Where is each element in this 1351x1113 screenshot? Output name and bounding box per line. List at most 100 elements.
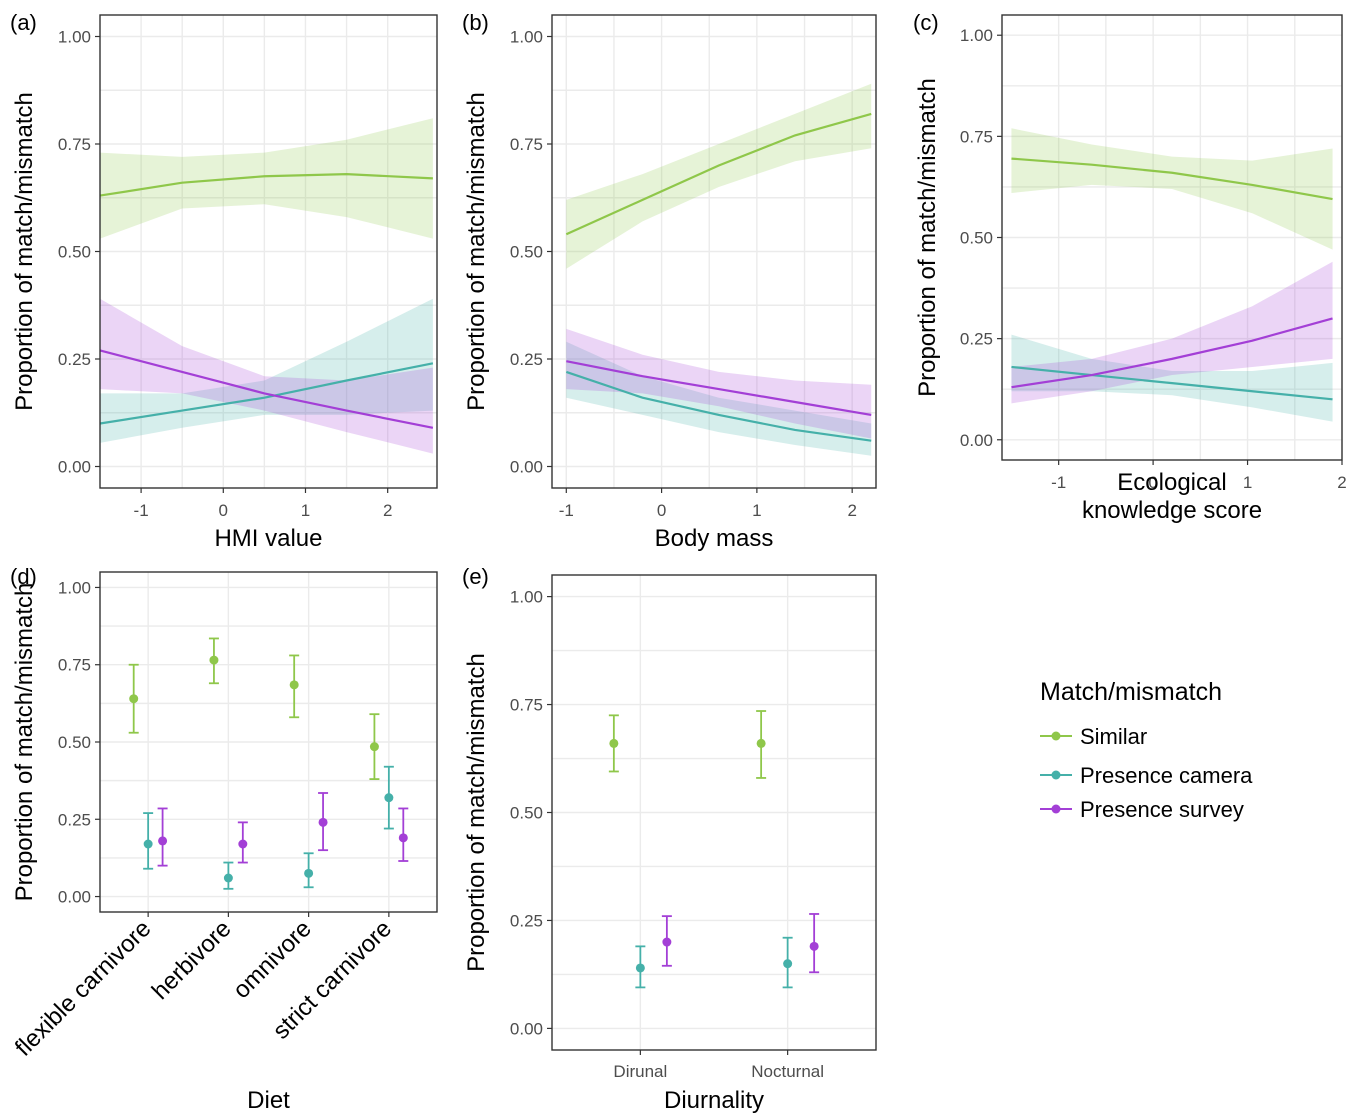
y-tick-label: 0.50	[58, 733, 91, 752]
errorbar-similar-omnivore	[289, 654, 300, 719]
point-similar-omnivore	[289, 680, 299, 690]
point-presence-survey-nocturnal	[809, 941, 819, 951]
legend-item-similar: Similar	[1040, 724, 1147, 749]
errorbar-presence-camera-omnivore	[303, 852, 314, 889]
point-presence-camera-nocturnal	[783, 959, 793, 969]
y-axis-title: Proportion of match/mismatch	[463, 653, 490, 972]
legend-key-dot-similar	[1051, 731, 1061, 741]
errorbar-presence-camera-nocturnal	[782, 936, 793, 989]
panel-label: (a)	[10, 10, 37, 35]
point-presence-survey-flexible-carnivore	[158, 836, 168, 846]
data-marks	[128, 637, 409, 890]
x-tick-label: 2	[383, 501, 392, 520]
y-tick-label: 0.00	[510, 1019, 543, 1038]
gridlines	[552, 575, 876, 1050]
x-tick-label: 1	[752, 501, 761, 520]
y-axis: 0.00 0.25 0.50 0.75 1.00	[58, 28, 100, 477]
point-similar-flexible-carnivore	[129, 694, 139, 704]
errorbar-presence-survey-nocturnal	[809, 913, 820, 974]
legend-key-dot-presence-survey	[1051, 804, 1061, 814]
ribbon-similar	[566, 83, 872, 269]
line-presence-camera	[565, 370, 872, 442]
point-similar-strict-carnivore	[369, 742, 379, 752]
panel-label: (d)	[10, 564, 37, 589]
line-presence-camera	[99, 362, 434, 425]
point-presence-camera-strict-carnivore	[384, 793, 394, 803]
y-tick-label: 0.50	[510, 804, 543, 823]
y-axis: 0.00 0.25 0.50 0.75 1.00	[58, 578, 100, 907]
point-presence-camera-flexible-carnivore	[143, 839, 153, 849]
line-similar	[1011, 157, 1333, 201]
x-axis-title: Diet	[247, 1087, 290, 1113]
y-axis-title: Proportion of match/mismatch	[914, 78, 941, 397]
legend-item-presence-camera: Presence camera	[1040, 763, 1253, 788]
legend-key-dot-presence-camera	[1051, 770, 1061, 780]
y-axis-title: Proportion of match/mismatch	[463, 92, 490, 411]
ribbon-presence-camera	[1011, 334, 1333, 422]
errorbar-presence-camera-strict-carnivore	[383, 765, 394, 830]
y-tick-label: 0.00	[960, 431, 993, 450]
point-similar-herbivore	[209, 655, 219, 665]
y-tick-label: 0.50	[960, 229, 993, 248]
x-tick-label: 2	[847, 501, 856, 520]
errorbar-presence-survey-dirunal	[661, 915, 672, 967]
errorbar-similar-dirunal	[608, 714, 619, 773]
x-axis-title: knowledge score	[1082, 497, 1262, 524]
y-axis: 0.00 0.25 0.50 0.75 1.00	[510, 28, 552, 477]
y-tick-label: 0.25	[58, 810, 91, 829]
x-tick-label: -1	[559, 501, 574, 520]
gridlines	[552, 15, 876, 488]
legend-label-similar: Similar	[1080, 724, 1147, 749]
errorbar-presence-camera-dirunal	[635, 945, 646, 989]
point-presence-survey-herbivore	[238, 839, 248, 849]
gridlines	[100, 572, 437, 912]
point-presence-camera-dirunal	[635, 963, 645, 973]
x-tick-label: Dirunal	[613, 1062, 667, 1081]
x-axis: -1 0 1 2	[134, 488, 392, 520]
x-axis-title: Body mass	[655, 525, 774, 552]
errorbar-presence-survey-omnivore	[318, 792, 329, 852]
errorbar-similar-herbivore	[208, 637, 219, 685]
errorbar-presence-survey-flexible-carnivore	[157, 807, 168, 867]
panel-a: 0.00 0.25 0.50 0.75 1.00 -1 0 1 2 HMI value Propor…	[10, 10, 438, 552]
x-axis: -1 0 1 2	[1051, 460, 1347, 492]
point-presence-camera-herbivore	[223, 873, 233, 883]
legend: Match/mismatch Similar Presence camera P…	[1040, 678, 1253, 822]
panel-label: (e)	[462, 564, 489, 589]
y-axis-title: Proportion of match/mismatch	[11, 583, 38, 902]
ribbon-similar	[1011, 128, 1333, 250]
panel-e: 0.00 0.25 0.50 0.75 1.00 Dirunal Nocturnal Diur…	[462, 564, 877, 1113]
errorbar-similar-strict-carnivore	[369, 713, 380, 780]
gridlines	[100, 15, 437, 488]
point-presence-survey-omnivore	[318, 817, 328, 827]
data-marks	[1011, 128, 1333, 422]
legend-label-presence-survey: Presence survey	[1080, 797, 1244, 822]
x-tick-label: -1	[134, 501, 149, 520]
x-tick-label: flexible carnivore	[10, 915, 156, 1061]
y-tick-label: 0.00	[58, 888, 91, 907]
ribbon-presence-camera	[100, 298, 433, 443]
y-tick-label: 0.50	[510, 243, 543, 262]
y-tick-label: 1.00	[58, 578, 91, 597]
y-axis: 0.00 0.25 0.50 0.75 1.00	[960, 26, 1002, 450]
x-tick-label: 2	[1337, 473, 1346, 492]
x-axis-title: Ecological	[1117, 469, 1226, 496]
x-axis-title: Diurnality	[664, 1087, 764, 1113]
y-tick-label: 0.75	[510, 696, 543, 715]
data-marks	[99, 118, 434, 454]
point-presence-survey-dirunal	[662, 937, 672, 947]
ribbon-presence-survey	[1011, 261, 1333, 404]
panel-label: (b)	[462, 10, 489, 35]
y-tick-label: 0.00	[58, 458, 91, 477]
point-presence-survey-strict-carnivore	[398, 833, 408, 843]
x-tick-label: 0	[219, 501, 228, 520]
data-marks	[608, 710, 820, 989]
panel-label: (c)	[913, 10, 939, 35]
y-tick-label: 0.00	[510, 458, 543, 477]
legend-item-presence-survey: Presence survey	[1040, 797, 1244, 822]
y-axis-title: Proportion of match/mismatch	[11, 92, 38, 411]
x-tick-label: Nocturnal	[751, 1062, 824, 1081]
panels: 0.00 0.25 0.50 0.75 1.00 -1 0 1 2 HMI value Propor…	[10, 10, 1347, 1113]
ribbon-similar	[100, 118, 433, 239]
errorbar-similar-flexible-carnivore	[128, 663, 139, 734]
